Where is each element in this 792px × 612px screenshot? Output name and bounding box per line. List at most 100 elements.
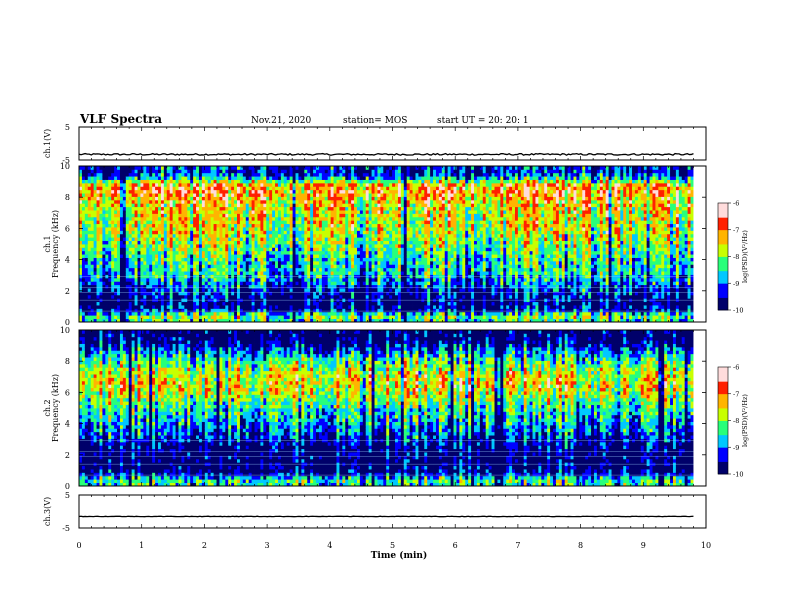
spectrogram-cell [143,217,146,221]
spectrogram-cell [199,200,202,204]
spectrogram-cell [82,186,85,190]
spectrogram-cell [97,278,100,282]
spectrogram-cell [85,217,88,221]
spectrogram-cell [211,237,214,241]
spectrogram-cell [132,166,135,170]
spectrogram-cell [111,247,114,251]
spectrogram-cell [161,237,164,241]
spectrogram-cell [94,261,97,265]
spectrogram-cell [240,275,243,279]
y-tick-label: 5 [65,123,70,132]
station-label: station= MOS [343,116,407,126]
spectrogram-cell [214,275,217,279]
spectrogram-cell [176,207,179,211]
spectrogram-cell [184,210,187,214]
spectrogram-cell [140,261,143,265]
spectrogram-cell [173,183,176,187]
spectrogram-cell [234,281,237,285]
spectrogram-cell [222,254,225,258]
spectrogram-cell [117,217,120,221]
spectrogram-cell [190,291,193,295]
spectrogram-cell [246,302,249,306]
spectrogram-cell [143,200,146,204]
spectrogram-cell [164,254,167,258]
spectrogram-cell [211,166,214,170]
spectrogram-cell [108,291,111,295]
spectrogram-cell [82,213,85,217]
spectrogram-cell [211,190,214,194]
spectrogram-cell [240,217,243,221]
spectrogram-cell [228,302,231,306]
spectrogram-cell [217,220,220,224]
spectrogram-cell [108,237,111,241]
spectrogram-cell [234,271,237,275]
spectrogram-cell [190,227,193,231]
spectrogram-cell [97,312,100,316]
spectrogram-cell [219,193,222,197]
spectrogram-cell [234,254,237,258]
spectrogram-cell [173,220,176,224]
spectrogram-cell [149,288,152,292]
spectrogram-cell [173,268,176,272]
spectrogram-cell [105,281,108,285]
spectrogram-cell [129,207,132,211]
spectrogram-cell [231,251,234,255]
spectrogram-cell [129,305,132,309]
spectrogram-cell [143,230,146,234]
spectrogram-cell [140,169,143,173]
spectrogram-cell [202,264,205,268]
spectrogram-cell [243,254,246,258]
spectrogram-cell [231,261,234,265]
spectrogram-cell [193,244,196,248]
spectrogram-cell [164,234,167,238]
spectrogram-cell [82,261,85,265]
spectrogram-cell [94,200,97,204]
spectrogram-cell [257,210,260,214]
spectrogram-cell [257,220,260,224]
spectrogram-cell [225,230,228,234]
spectrogram-cell [255,213,258,217]
spectrogram-cell [228,258,231,262]
spectrogram-cell [243,207,246,211]
spectrogram-cell [196,275,199,279]
spectrogram-cell [155,305,158,309]
spectrogram-cell [199,271,202,275]
spectrogram-cell [135,312,138,316]
spectrogram-cell [140,207,143,211]
spectrogram-cell [167,247,170,251]
spectrogram-cell [170,217,173,221]
spectrogram-cell [228,281,231,285]
spectrogram-cell [167,237,170,241]
spectrogram-cell [167,207,170,211]
spectrogram-cell [167,234,170,238]
spectrogram-cell [225,278,228,282]
spectrogram-cell [243,200,246,204]
spectrogram-cell [196,251,199,255]
spectrogram-cell [187,203,190,207]
spectrogram-cell [108,190,111,194]
spectrogram-cell [94,268,97,272]
spectrogram-cell [167,315,170,319]
spectrogram-cell [255,254,258,258]
spectrogram-cell [178,176,181,180]
spectrogram-cell [181,268,184,272]
spectrogram-cell [249,186,252,190]
spectrogram-cell [146,237,149,241]
spectrogram-cell [196,302,199,306]
spectrogram-cell [149,193,152,197]
spectrogram-cell [105,308,108,312]
spectrogram-cell [255,227,258,231]
spectrogram-cell [94,186,97,190]
spectrogram-cell [129,220,132,224]
spectrogram-cell [237,234,240,238]
spectrogram-cell [231,271,234,275]
spectrogram-cell [123,305,126,309]
spectrogram-cell [99,251,102,255]
spectrogram-cell [99,180,102,184]
spectrogram-cell [187,169,190,173]
spectrogram-cell [176,258,179,262]
spectrogram-cell [240,213,243,217]
spectrogram-cell [196,186,199,190]
spectrogram-cell [225,295,228,299]
spectrogram-cell [260,302,263,306]
